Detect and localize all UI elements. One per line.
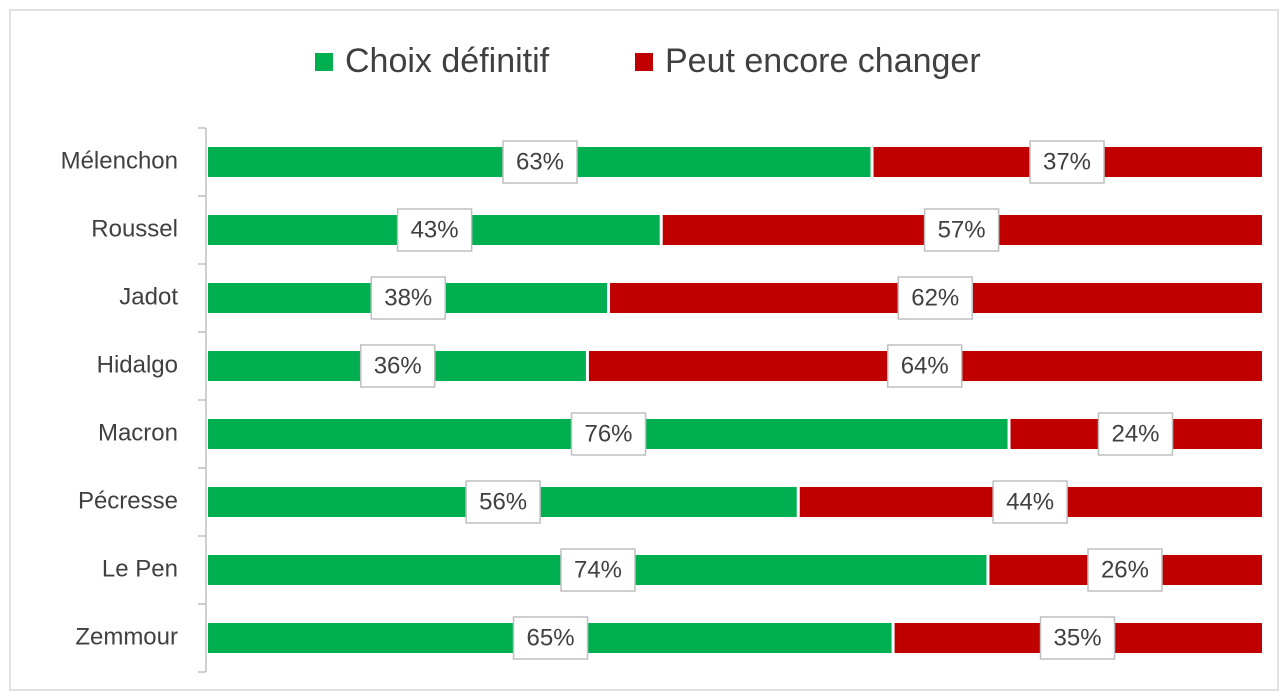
value-label-box [396, 208, 473, 252]
value-label-box [923, 208, 1000, 252]
value-label-box [1097, 412, 1174, 456]
y-tick-label: Hidalgo [97, 351, 178, 378]
legend-swatch [635, 53, 653, 71]
value-label-box [512, 616, 589, 660]
y-tick-label: Macron [98, 419, 178, 446]
y-tick-label: Zemmour [75, 623, 178, 650]
legend-label: Peut encore changer [665, 42, 981, 80]
value-label: 62% [911, 284, 959, 311]
value-label-box [502, 140, 578, 184]
value-label-box [370, 276, 447, 320]
value-label: 26% [1101, 556, 1149, 583]
value-label: 56% [479, 488, 527, 515]
y-tick-label: Le Pen [102, 555, 178, 582]
value-label: 35% [1054, 624, 1102, 651]
y-tick-label: Pécresse [78, 487, 178, 514]
value-label: 24% [1111, 420, 1159, 447]
legend-label: Choix définitif [345, 42, 550, 80]
value-label-box [1087, 548, 1163, 592]
value-label: 65% [527, 624, 575, 651]
value-label-box [897, 276, 974, 320]
value-label: 57% [938, 216, 986, 243]
value-label: 44% [1006, 488, 1054, 515]
y-tick-label: Mélenchon [61, 147, 178, 174]
value-label-box [570, 412, 647, 456]
y-tick-label: Roussel [91, 215, 178, 242]
value-label-box [359, 344, 436, 388]
value-label-box [886, 344, 963, 388]
legend-swatch [315, 53, 333, 71]
value-label-box [992, 480, 1068, 524]
value-label: 74% [574, 556, 622, 583]
value-label: 38% [384, 284, 432, 311]
value-label: 76% [584, 420, 632, 447]
value-label: 63% [516, 148, 564, 175]
value-label-box [1029, 140, 1105, 184]
value-label-box [465, 480, 541, 524]
value-label: 43% [411, 216, 459, 243]
value-label: 37% [1043, 148, 1091, 175]
value-label-box [560, 548, 636, 592]
y-tick-label: Jadot [119, 283, 178, 310]
value-label: 64% [901, 352, 949, 379]
value-label: 36% [374, 352, 422, 379]
value-label-box [1039, 616, 1116, 660]
